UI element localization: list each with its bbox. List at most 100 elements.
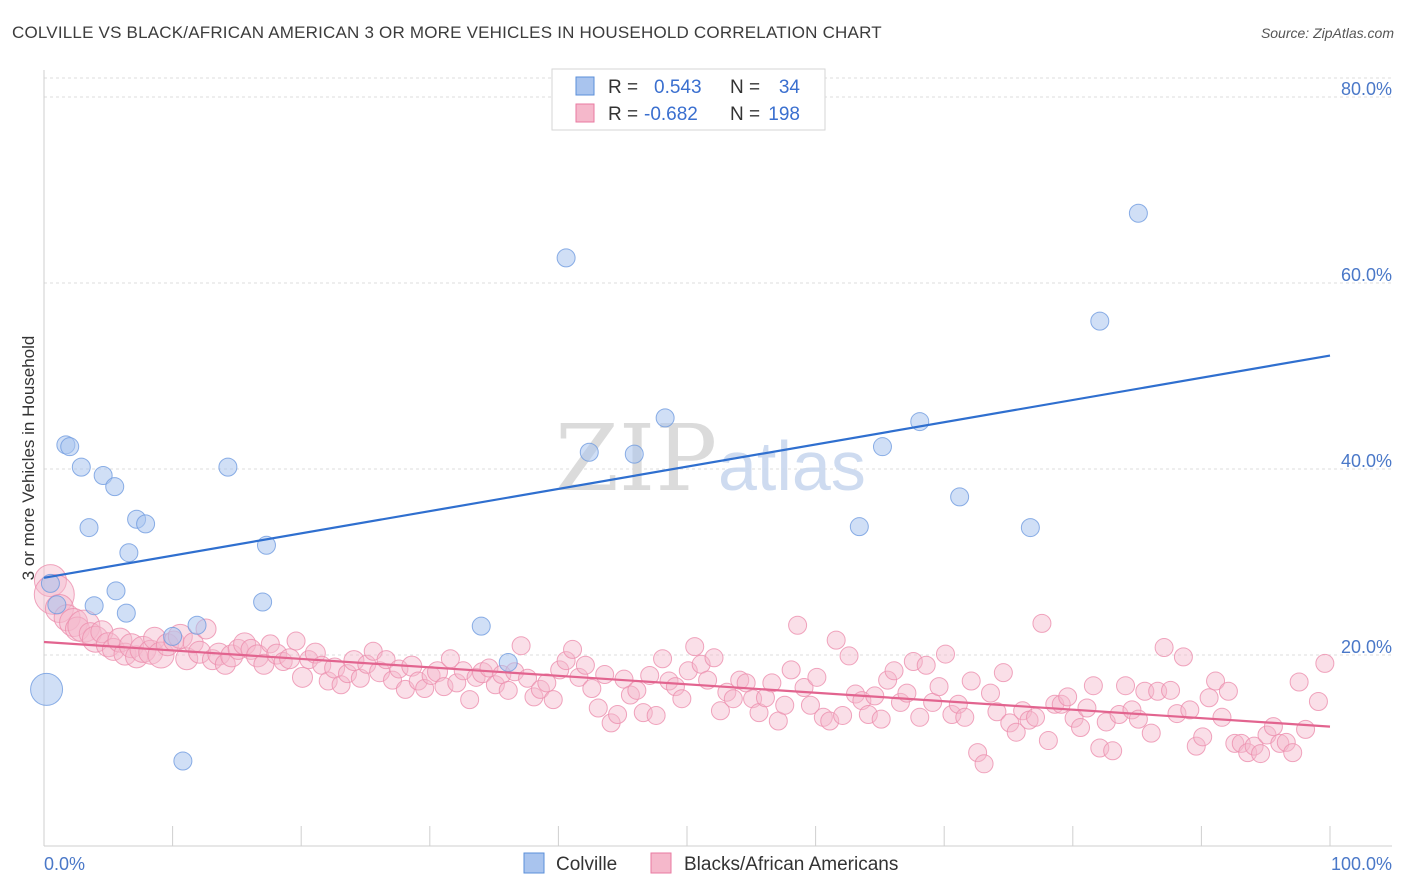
y-tick-label: 60.0% — [1341, 265, 1392, 285]
data-point — [118, 633, 144, 659]
data-points — [30, 203, 1335, 774]
data-point — [71, 457, 91, 477]
data-point — [704, 648, 724, 668]
data-point — [1020, 518, 1040, 538]
data-point — [788, 615, 808, 635]
stats-swatch-black — [575, 103, 595, 123]
stats-n-value-colville: 34 — [779, 77, 801, 98]
data-point — [807, 667, 827, 687]
data-point — [1270, 733, 1290, 753]
data-point — [1199, 688, 1219, 708]
data-point — [849, 517, 869, 537]
data-point — [1103, 741, 1123, 761]
data-point — [550, 660, 570, 680]
data-point — [588, 698, 608, 718]
data-point — [266, 643, 288, 665]
data-point — [260, 634, 280, 654]
data-point — [79, 518, 99, 538]
data-point — [723, 689, 743, 709]
stats-r-value-colville: 0.543 — [654, 77, 702, 98]
stats-n-label-black: N = — [730, 104, 760, 125]
data-point — [1116, 676, 1136, 696]
data-point — [1038, 731, 1058, 751]
data-point — [119, 543, 139, 563]
y-tick-labels: 20.0% 40.0% 60.0% 80.0% — [1341, 79, 1392, 657]
data-point — [556, 248, 576, 268]
data-point — [163, 626, 183, 646]
data-point — [781, 660, 801, 680]
watermark: ZIP atlas — [555, 405, 866, 512]
data-point — [543, 690, 563, 710]
data-point — [471, 616, 491, 636]
data-point — [105, 477, 125, 497]
data-point — [253, 653, 275, 675]
data-point — [968, 743, 988, 763]
axes — [43, 70, 1392, 847]
data-point — [800, 695, 820, 715]
data-point — [466, 667, 486, 687]
data-point — [775, 695, 795, 715]
legend-label-colville: Colville — [556, 854, 617, 875]
data-point — [556, 651, 576, 671]
data-point — [60, 437, 80, 457]
data-point — [101, 637, 125, 661]
data-point — [871, 709, 891, 729]
data-point — [408, 671, 428, 691]
legend: Colville Blacks/African Americans — [523, 852, 898, 875]
x-tick-label-max: 100.0% — [1331, 854, 1392, 874]
data-point — [653, 649, 673, 669]
data-point — [1251, 744, 1271, 764]
data-point — [47, 595, 67, 615]
trend-line-black-african-american — [43, 640, 1331, 728]
data-point — [1283, 743, 1303, 763]
stats-n-value-black: 198 — [768, 104, 800, 125]
legend-label-black: Blacks/African Americans — [684, 854, 898, 875]
x-tick-label-min: 0.0% — [44, 854, 85, 874]
data-point — [1071, 718, 1091, 738]
stats-r-value-black: -0.682 — [644, 104, 698, 125]
data-point — [710, 701, 730, 721]
data-point — [1000, 713, 1020, 733]
data-point — [839, 646, 859, 666]
data-point — [950, 487, 970, 507]
data-point — [1276, 732, 1296, 752]
data-point — [218, 457, 238, 477]
data-point — [582, 678, 602, 698]
y-tick-label: 80.0% — [1341, 79, 1392, 99]
legend-swatch-black — [650, 852, 672, 874]
data-point — [40, 573, 60, 593]
data-point — [498, 652, 518, 672]
chart-title: COLVILLE VS BLACK/AFRICAN AMERICAN 3 OR … — [12, 23, 882, 42]
data-point — [93, 466, 113, 486]
data-point — [579, 442, 599, 462]
data-point — [84, 596, 104, 616]
y-tick-label: 20.0% — [1341, 637, 1392, 657]
y-axis-label: 3 or more Vehicles in Household — [19, 336, 38, 581]
data-point — [1032, 613, 1052, 633]
data-point — [1225, 733, 1245, 753]
data-point — [1212, 707, 1232, 727]
data-point — [665, 677, 685, 697]
data-point — [434, 677, 454, 697]
data-point — [762, 673, 782, 693]
data-point — [136, 514, 156, 534]
data-point — [672, 689, 692, 709]
data-point — [524, 687, 544, 707]
data-point — [993, 663, 1013, 683]
data-point — [447, 673, 467, 693]
data-point — [1141, 723, 1161, 743]
data-point — [833, 705, 853, 725]
stats-n-label-colville: N = — [730, 77, 760, 98]
data-point — [685, 637, 705, 657]
x-tick-labels: 0.0% 100.0% — [44, 854, 1392, 874]
data-point — [872, 437, 892, 457]
legend-swatch-colville — [523, 852, 545, 874]
data-point — [575, 655, 595, 675]
trend-lines — [43, 354, 1331, 728]
data-point — [826, 630, 846, 650]
data-point — [910, 707, 930, 727]
data-point — [563, 639, 583, 659]
data-point — [1058, 687, 1078, 707]
data-point — [627, 680, 647, 700]
